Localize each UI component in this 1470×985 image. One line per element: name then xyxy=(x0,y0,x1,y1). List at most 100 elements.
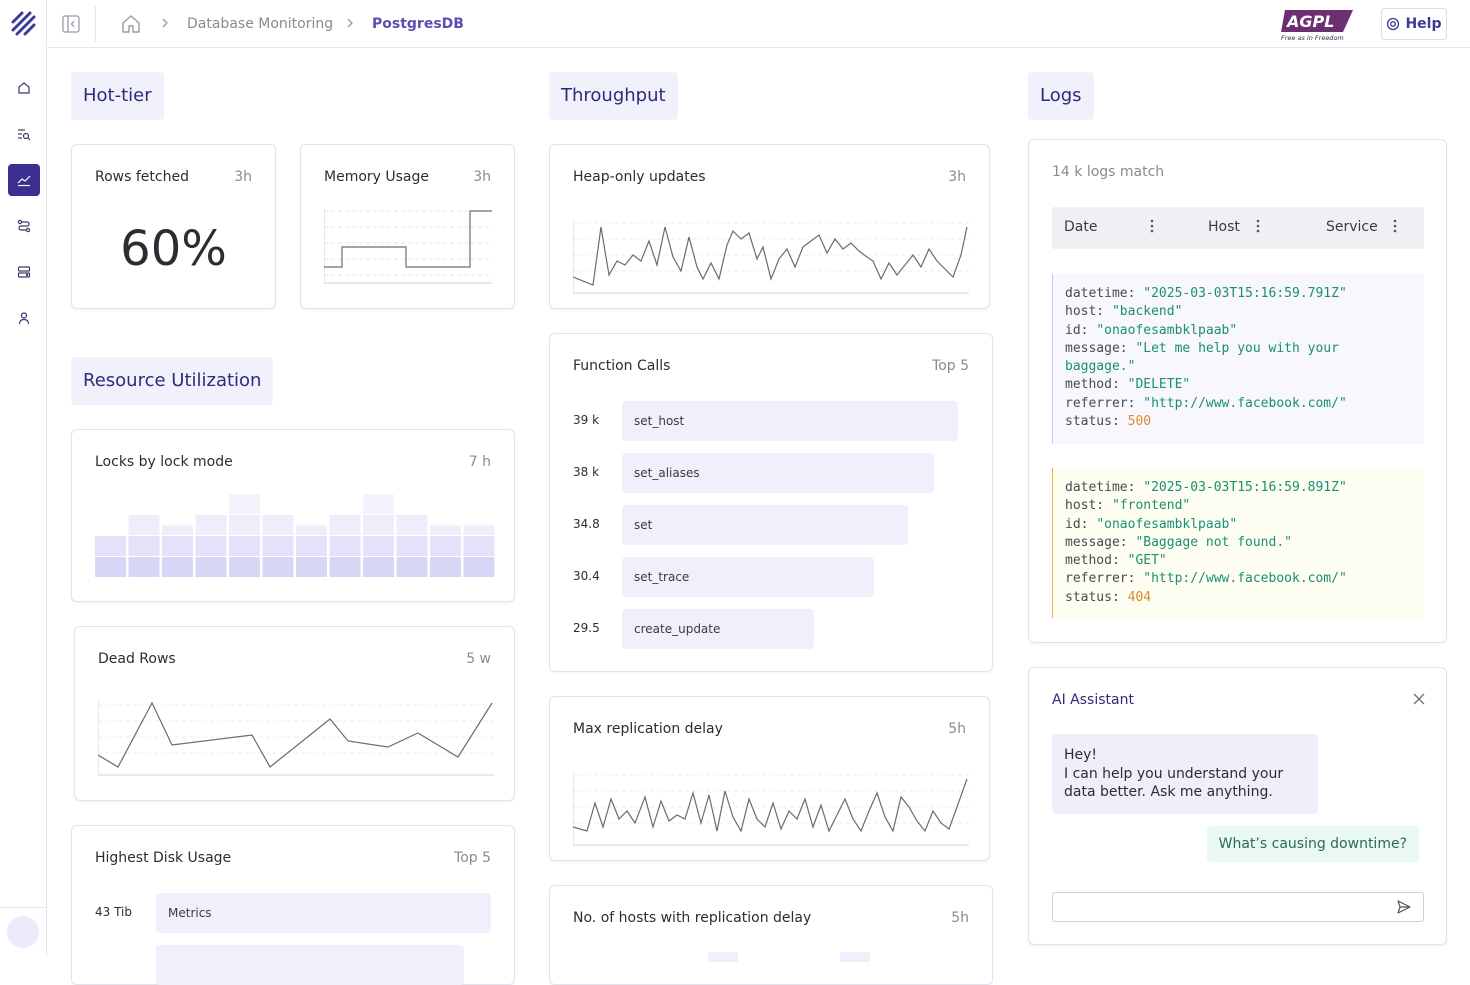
card-title: Function Calls xyxy=(573,358,671,374)
avatar[interactable] xyxy=(7,916,39,948)
lock-bar-segment xyxy=(329,536,361,556)
lock-bar-segment xyxy=(363,536,394,556)
time-range-label: 3h xyxy=(473,169,491,185)
send-icon[interactable] xyxy=(1396,899,1412,915)
nav-home[interactable] xyxy=(8,72,40,104)
lock-bar-segment xyxy=(229,515,260,535)
nav-monitoring[interactable] xyxy=(8,164,40,196)
lock-bar-segment xyxy=(363,494,394,514)
topbar-divider xyxy=(95,6,96,42)
lock-bar-segment xyxy=(128,536,160,556)
app-logo[interactable] xyxy=(10,10,37,37)
close-icon[interactable] xyxy=(1412,692,1426,706)
log-message-cont: baggage." xyxy=(1065,359,1136,375)
time-range-label: 5h xyxy=(951,910,969,926)
replication-delay-card[interactable]: Max replication delay 5h xyxy=(549,696,990,861)
top-n-label: Top 5 xyxy=(454,850,491,866)
list-item[interactable]: 34.8 set xyxy=(573,505,969,545)
heap-updates-line-chart xyxy=(573,219,969,294)
lock-bar-segment xyxy=(195,557,227,577)
chat-input[interactable] xyxy=(1052,892,1424,922)
replication-delay-line-chart xyxy=(573,771,969,846)
agpl-tagline: Free as in Freedom xyxy=(1281,34,1344,42)
log-id: "onaofesambklpaab" xyxy=(1096,516,1238,532)
lock-bar-segment xyxy=(262,536,294,556)
log-referrer: "http://www.facebook.com/" xyxy=(1143,395,1347,411)
collapse-sidebar-icon[interactable] xyxy=(61,14,81,34)
home-icon xyxy=(18,82,30,94)
list-item[interactable]: 39 k set_host xyxy=(573,401,969,441)
hosts-delay-bar xyxy=(708,952,738,962)
column-host[interactable]: Host xyxy=(1208,219,1240,235)
disk-usage-bar: Metrics xyxy=(156,893,491,933)
column-date[interactable]: Date xyxy=(1064,219,1098,235)
list-item[interactable]: 30.4 set_trace xyxy=(573,557,969,597)
lock-bar-segment xyxy=(195,515,227,535)
log-datetime: "2025-03-03T15:16:59.791Z" xyxy=(1143,286,1347,301)
log-entry[interactable]: datetime: "2025-03-03T15:16:59.791Z" hos… xyxy=(1052,274,1424,444)
function-calls-card[interactable]: Function Calls Top 5 39 k set_host 38 k … xyxy=(549,333,993,672)
log-id: "onaofesambklpaab" xyxy=(1096,322,1238,338)
nav-workflows[interactable] xyxy=(8,210,40,242)
section-hot-tier: Hot-tier xyxy=(71,72,164,120)
nav-users[interactable] xyxy=(8,302,40,334)
flow-icon xyxy=(17,219,31,233)
lock-bar-segment xyxy=(128,515,160,535)
lock-bar-segment xyxy=(430,557,461,577)
lock-bar-segment xyxy=(463,557,495,577)
list-item[interactable]: 38 k set_aliases xyxy=(573,453,969,493)
column-service[interactable]: Service xyxy=(1326,219,1378,235)
section-throughput: Throughput xyxy=(549,72,678,120)
list-item[interactable]: 43 Tib Metrics xyxy=(95,893,491,933)
function-call-bar: set xyxy=(622,505,908,545)
replication-delay-line xyxy=(573,778,968,833)
lifebuoy-icon xyxy=(1387,17,1400,31)
function-call-count: 29.5 xyxy=(573,621,600,635)
time-range-label: 3h xyxy=(234,169,252,185)
lock-bar-segment xyxy=(296,536,327,556)
disk-usage-card[interactable]: Highest Disk Usage Top 5 43 Tib Metrics xyxy=(71,825,515,985)
lock-bar-segment xyxy=(195,536,227,556)
agpl-badge-text: AGPL xyxy=(1285,12,1334,31)
nav-logs-search[interactable] xyxy=(8,118,40,150)
list-item[interactable] xyxy=(95,945,491,985)
hosts-delay-card[interactable]: No. of hosts with replication delay 5h xyxy=(549,885,993,985)
lock-bar-segment xyxy=(162,525,193,535)
help-button[interactable]: Help xyxy=(1381,8,1447,40)
logs-card[interactable]: 14 k logs match Date Host Service dateti… xyxy=(1028,139,1447,643)
log-message: "Let me help you with your xyxy=(1135,340,1339,356)
breadcrumb-database-monitoring[interactable]: Database Monitoring xyxy=(187,16,334,32)
memory-step-chart xyxy=(324,209,492,284)
log-status: 404 xyxy=(1127,589,1152,605)
column-menu-icon[interactable] xyxy=(1393,218,1397,234)
function-call-count: 34.8 xyxy=(573,517,600,531)
list-item[interactable]: 29.5 create_update xyxy=(573,609,969,649)
time-range-label: 7 h xyxy=(468,454,491,470)
chart-icon xyxy=(17,175,31,187)
logs-match-count: 14 k logs match xyxy=(1052,164,1165,180)
column-menu-icon[interactable] xyxy=(1256,218,1260,234)
rows-fetched-card[interactable]: Rows fetched 3h 60% xyxy=(71,144,276,309)
heap-updates-card[interactable]: Heap-only updates 3h xyxy=(549,144,990,309)
lock-bar-segment xyxy=(296,557,327,577)
lock-bar-segment xyxy=(396,515,428,535)
lock-bar-segment xyxy=(329,515,361,535)
memory-line xyxy=(324,210,492,268)
card-title: Rows fetched xyxy=(95,169,189,185)
user-message: What’s causing downtime? xyxy=(1206,826,1419,862)
lock-bar-segment xyxy=(128,557,160,577)
locks-stacked-bars xyxy=(95,494,495,577)
locks-card[interactable]: Locks by lock mode 7 h xyxy=(71,429,515,602)
column-menu-icon[interactable] xyxy=(1150,218,1154,234)
function-call-count: 30.4 xyxy=(573,569,600,583)
lock-bar-segment xyxy=(463,536,495,556)
breadcrumb-home-icon[interactable] xyxy=(120,13,142,35)
lock-bar-segment xyxy=(329,557,361,577)
nav-databases[interactable] xyxy=(8,256,40,288)
chevron-right-icon xyxy=(347,18,353,28)
assistant-greeting: Hey! xyxy=(1064,747,1098,763)
log-entry[interactable]: datetime: "2025-03-03T15:16:59.891Z" hos… xyxy=(1052,468,1424,618)
dead-rows-card[interactable]: Dead Rows 5 w xyxy=(74,626,515,801)
time-range-label: 5 w xyxy=(466,651,491,667)
memory-usage-card[interactable]: Memory Usage 3h xyxy=(300,144,515,309)
